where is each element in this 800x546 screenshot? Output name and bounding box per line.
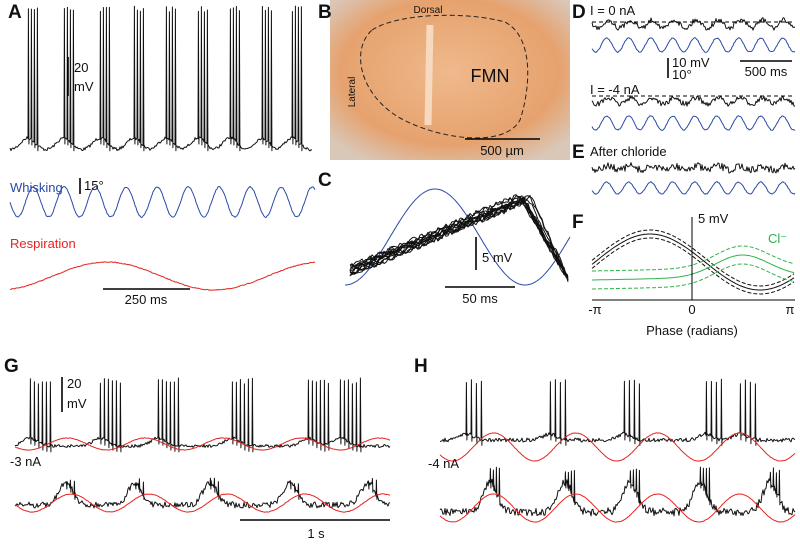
sem-trace: [592, 245, 795, 272]
midline-tissue: [424, 24, 434, 126]
panel-label: C: [318, 170, 332, 191]
membrane-trace: [591, 95, 796, 107]
condition-label: I = 0 nA: [590, 3, 635, 18]
orientation-label: Lateral: [347, 77, 358, 108]
respiration-trace: [9, 261, 316, 291]
scale-label: 10 mV: [672, 55, 710, 70]
respiration-trace: [439, 493, 796, 523]
membrane-trace: [349, 200, 569, 282]
scale-label: 20: [74, 60, 88, 75]
x-axis-label: Phase (radians): [646, 323, 738, 338]
scale-label: 20: [67, 376, 81, 391]
whisking-trace: [591, 181, 796, 195]
scale-label: 15°: [84, 178, 104, 193]
membrane-trace: [349, 198, 569, 280]
membrane-trace: [14, 477, 391, 509]
x-tick-label: π: [786, 302, 795, 317]
respiration-trace: [14, 493, 391, 513]
scale-label: 250 ms: [125, 292, 168, 307]
membrane-trace: [349, 197, 569, 280]
panel-label: H: [414, 356, 428, 377]
whisking-trace: [591, 115, 796, 131]
orientation-label: Dorsal: [414, 5, 443, 16]
scale-label: 500 µm: [480, 143, 524, 158]
trace-label: Whisking: [10, 180, 63, 195]
scale-label: 50 ms: [462, 291, 498, 306]
scale-label: 5 mV: [482, 250, 513, 265]
whisking-trace: [591, 37, 796, 53]
trace-label: Cl⁻: [768, 231, 787, 246]
membrane-trace: [349, 196, 569, 278]
x-tick-label: -π: [588, 302, 601, 317]
condition-label: After chloride: [590, 144, 667, 159]
scale-label: 1 s: [307, 526, 325, 541]
nucleus-outline: [360, 14, 529, 139]
membrane-trace: [591, 17, 796, 31]
x-tick-label: 0: [688, 302, 695, 317]
membrane-trace: [349, 195, 569, 279]
traces: [9, 5, 796, 523]
scale-label: 10°: [672, 67, 692, 82]
scale-label: mV: [74, 79, 94, 94]
membrane-trace: [349, 194, 569, 281]
panel-label: A: [8, 2, 22, 23]
whisking-trace: [9, 185, 316, 218]
membrane-trace: [9, 5, 313, 152]
mean-trace: [591, 233, 795, 291]
membrane-trace: [349, 201, 569, 282]
membrane-trace: [349, 198, 569, 280]
scale-label: 5 mV: [698, 211, 729, 226]
condition-label: -4 nA: [428, 456, 459, 471]
nucleus-label: FMN: [471, 66, 510, 86]
membrane-trace: [439, 466, 796, 517]
sem-trace: [591, 237, 795, 295]
respiration-trace: [439, 432, 796, 462]
mean-trace: [592, 254, 795, 281]
trace-label: Respiration: [10, 236, 76, 251]
condition-label: -3 nA: [10, 454, 41, 469]
sem-trace: [592, 263, 795, 290]
panel-label: E: [572, 142, 585, 163]
condition-label: I = -4 nA: [590, 82, 640, 97]
histology-image: [330, 0, 570, 160]
scale-label: mV: [67, 396, 87, 411]
membrane-trace: [14, 377, 391, 453]
sem-trace: [591, 229, 795, 287]
respiration-trace: [14, 437, 391, 451]
panel-label: F: [572, 212, 584, 233]
membrane-trace: [439, 378, 796, 446]
panel-label: D: [572, 2, 586, 23]
membrane-trace: [349, 198, 569, 277]
scale-label: 500 ms: [745, 64, 788, 79]
whisking-trace: [345, 188, 571, 286]
membrane-trace: [591, 162, 796, 174]
membrane-trace: [349, 196, 569, 280]
panel-label: G: [4, 356, 19, 377]
panel-label: B: [318, 2, 332, 23]
